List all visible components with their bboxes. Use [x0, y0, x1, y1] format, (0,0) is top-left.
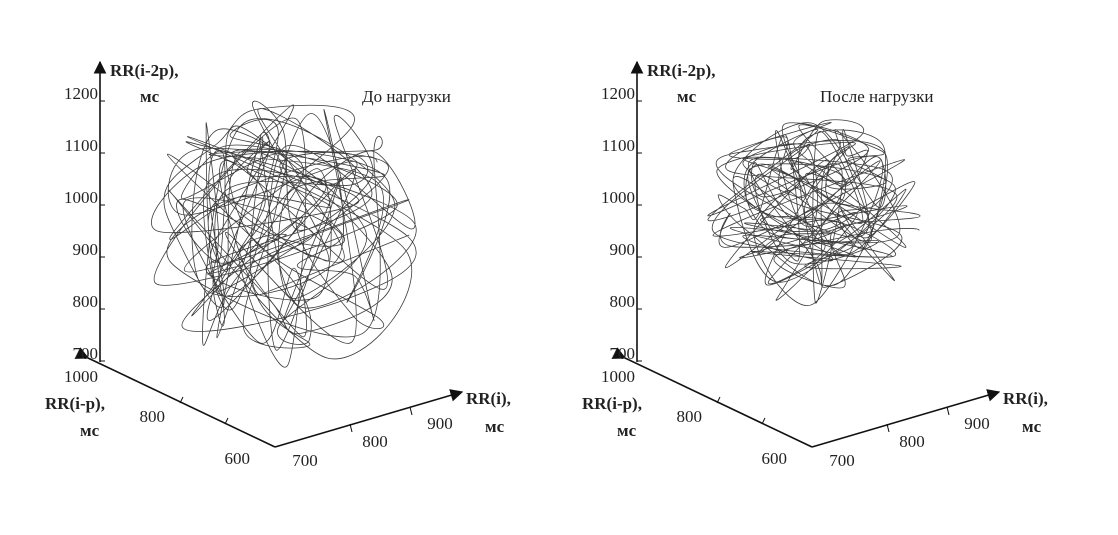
x-axis: [811, 389, 1001, 448]
x-axis-label: RR(i),: [1003, 389, 1048, 408]
y-tick: [224, 417, 229, 425]
x-tick-label: 700: [829, 451, 855, 470]
z-tick-label: 900: [610, 240, 636, 259]
z-tick-label: 1100: [602, 136, 635, 155]
y-axis-label: RR(i-p),: [45, 394, 105, 413]
y-axis-unit: мс: [80, 421, 100, 440]
z-tick-label: 800: [610, 292, 636, 311]
z-tick-label: 1100: [65, 136, 98, 155]
x-tick: [886, 423, 890, 433]
z-tick-label: 700: [610, 344, 636, 363]
x-axis-label: RR(i),: [466, 389, 511, 408]
y-axis: [74, 347, 276, 448]
z-tick-label: 1200: [601, 84, 635, 103]
x-axis-unit: мс: [485, 417, 505, 436]
x-tick-label: 900: [964, 414, 990, 433]
z-axis-unit: мс: [140, 87, 160, 106]
x-tick-label: 900: [427, 414, 453, 433]
y-axis-label: RR(i-p),: [582, 394, 642, 413]
y-tick-label: 800: [677, 407, 703, 426]
z-tick-label: 1200: [64, 84, 98, 103]
y-tick-label: 1000: [601, 367, 635, 386]
panel-title: До нагрузки: [362, 87, 451, 106]
panel-title: После нагрузки: [820, 87, 934, 106]
y-tick-label: 1000: [64, 367, 98, 386]
x-axis-unit: мс: [1022, 417, 1042, 436]
z-tick-label: 1000: [64, 188, 98, 207]
x-tick-label: 800: [899, 432, 925, 451]
y-tick: [179, 396, 184, 404]
z-axis-label: RR(i-2p),: [647, 61, 715, 80]
z-axis-label: RR(i-2p),: [110, 61, 178, 80]
z-tick-label: 800: [73, 292, 99, 311]
z-tick-label: 700: [73, 344, 99, 363]
y-axis-unit: мс: [617, 421, 637, 440]
x-tick-label: 800: [362, 432, 388, 451]
x-tick-label: 700: [292, 451, 318, 470]
z-axis-unit: мс: [677, 87, 697, 106]
x-tick: [409, 406, 413, 416]
y-tick-label: 800: [140, 407, 166, 426]
z-tick-label: 1000: [601, 188, 635, 207]
y-tick-label: 600: [762, 449, 788, 468]
trajectory: [151, 100, 417, 368]
y-axis: [611, 347, 813, 448]
x-axis: [274, 389, 464, 448]
y-tick: [716, 396, 721, 404]
y-tick-label: 600: [225, 449, 251, 468]
x-tick: [946, 406, 950, 416]
z-tick-label: 900: [73, 240, 99, 259]
trajectory: [707, 119, 921, 306]
x-tick: [349, 423, 353, 433]
y-tick: [761, 417, 766, 425]
